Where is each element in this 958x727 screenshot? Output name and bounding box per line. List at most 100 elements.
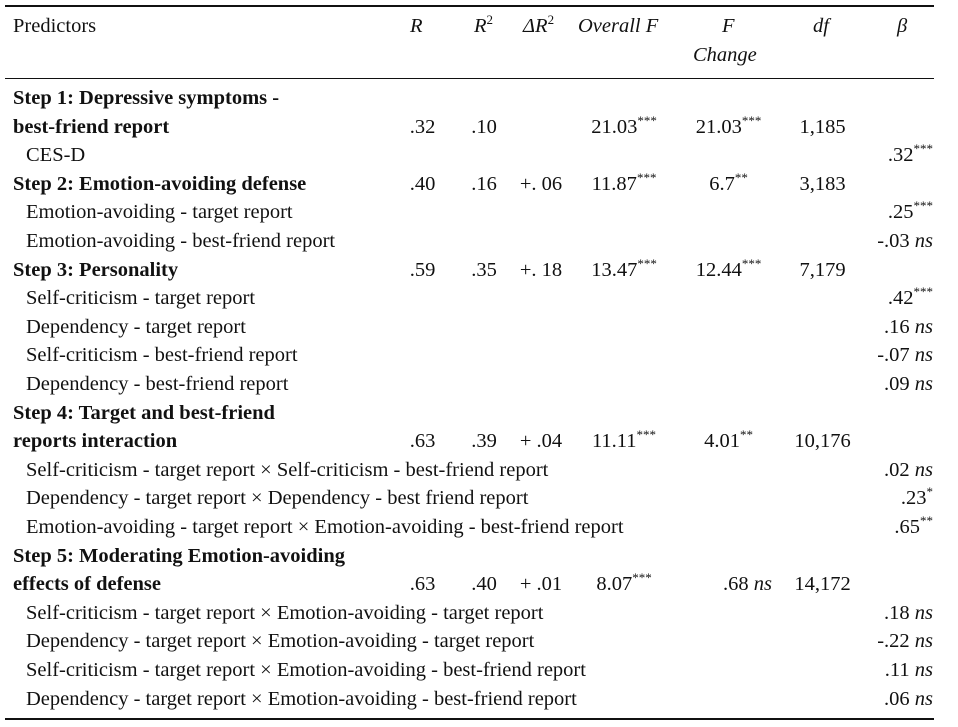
header-rule	[5, 78, 934, 79]
cell-beta: .11 ns	[860, 660, 933, 681]
cell-beta-value: .06	[884, 688, 910, 710]
step-label: Step 5: Moderating Emotion-avoiding	[13, 545, 345, 567]
cell-fc-value: 12.44	[695, 259, 742, 281]
step-label: best-friend report	[13, 116, 170, 138]
header-f-change-line2: Change	[693, 44, 757, 66]
cell-beta-value: -.07	[877, 344, 910, 366]
ns-marker: ns	[914, 630, 933, 652]
significance-marker: **	[734, 170, 748, 185]
significance-marker: ***	[636, 427, 657, 442]
significance-marker: ***	[637, 256, 657, 271]
cell-r2: .40	[466, 574, 502, 595]
cell-r: .63	[405, 431, 440, 452]
significance-marker: **	[739, 427, 753, 442]
ns-marker: ns	[914, 316, 933, 338]
cell-df-value: 10,176	[794, 430, 851, 452]
cell-df: 14,172	[783, 574, 862, 595]
cell-r2-value: .35	[471, 259, 497, 281]
cell-df-value: 1,185	[799, 116, 846, 138]
cell-fc: .68 ns	[685, 574, 772, 595]
predictor-label: Dependency - best-friend report	[26, 373, 289, 395]
significance-marker: ***	[913, 141, 934, 156]
predictor-label: Dependency - target report × Emotion-avo…	[26, 630, 535, 652]
significance-marker: ***	[637, 113, 657, 128]
step-label: Step 1: Depressive symptoms -	[13, 87, 280, 109]
cell-beta: .25***	[860, 199, 933, 223]
cell-df: 3,183	[783, 174, 862, 195]
step-label: Step 3: Personality	[13, 259, 179, 281]
cell-delta: +. 06	[512, 174, 570, 195]
cell-beta: .02 ns	[860, 460, 933, 481]
predictor-label: Dependency - target report × Dependency …	[26, 487, 529, 509]
cell-df-value: 7,179	[799, 259, 846, 281]
step-label: reports interaction	[13, 430, 178, 452]
cell-delta: +. 18	[512, 260, 570, 281]
predictor-label: Self-criticism - target report × Self-cr…	[26, 459, 549, 481]
cell-beta-value: .16	[884, 316, 910, 338]
header-f-change-line1: F	[722, 15, 735, 37]
significance-marker: ***	[632, 570, 652, 585]
cell-r-value: .63	[409, 430, 436, 452]
cell-delta-value: +. 18	[519, 259, 563, 281]
step-label: effects of defense	[13, 573, 161, 595]
cell-fc-value: 21.03	[695, 116, 742, 138]
header-beta: β	[897, 15, 908, 37]
cell-beta-value: .18	[884, 602, 910, 624]
predictor-label: Emotion-avoiding - target report × Emoti…	[26, 516, 624, 538]
cell-r: .40	[405, 174, 440, 195]
cell-beta-value: .42	[887, 287, 914, 309]
cell-df-value: 14,172	[794, 573, 851, 595]
header-r: R	[410, 15, 423, 37]
cell-r: .59	[405, 260, 440, 281]
ns-marker: ns	[914, 659, 933, 681]
cell-delta: + .01	[512, 574, 570, 595]
ns-marker: ns	[914, 344, 933, 366]
cell-df: 10,176	[783, 431, 862, 452]
cell-r2-value: .39	[471, 430, 497, 452]
cell-f-value: 8.07	[596, 573, 633, 595]
cell-beta-value: .09	[884, 373, 910, 395]
step-label: Step 4: Target and best-friend	[13, 402, 275, 424]
predictor-label: Emotion-avoiding - best-friend report	[26, 230, 336, 252]
significance-marker: ***	[636, 170, 657, 185]
cell-beta: .18 ns	[860, 603, 933, 624]
significance-marker: ***	[913, 198, 934, 213]
significance-marker: *	[926, 484, 934, 499]
cell-r: .32	[405, 117, 440, 138]
cell-beta-value: .25	[887, 201, 914, 223]
cell-fc: 21.03***	[685, 114, 772, 138]
cell-beta: .65**	[860, 514, 933, 538]
cell-f-value: 13.47	[591, 259, 638, 281]
cell-beta-value: -.03	[877, 230, 910, 252]
cell-r2-value: .16	[471, 173, 497, 195]
cell-delta-value: + .04	[519, 430, 563, 452]
predictor-label: Self-criticism - best-friend report	[26, 344, 298, 366]
cell-beta: .09 ns	[860, 374, 933, 395]
significance-marker: ***	[741, 113, 762, 128]
header-overall-f: Overall F	[578, 15, 659, 37]
cell-beta: -.07 ns	[860, 345, 933, 366]
ns-marker: ns	[914, 373, 933, 395]
cell-beta-value: .65	[894, 516, 920, 538]
cell-beta: -.03 ns	[860, 231, 933, 252]
cell-r2-value: .10	[471, 116, 497, 138]
cell-r-value: .59	[409, 259, 436, 281]
predictor-label: Self-criticism - target report	[26, 287, 256, 309]
cell-delta-value: + .01	[519, 573, 563, 595]
significance-marker: ***	[741, 256, 762, 271]
ns-marker: ns	[914, 459, 933, 481]
significance-marker: ***	[913, 284, 934, 299]
cell-f-value: 11.87	[591, 173, 637, 195]
ns-marker: ns	[914, 688, 933, 710]
significance-marker: **	[920, 513, 933, 528]
cell-beta: .23*	[860, 485, 933, 509]
cell-fc-value: 4.01	[704, 430, 740, 452]
predictor-label: Self-criticism - target report × Emotion…	[26, 659, 586, 681]
cell-fc: 4.01**	[685, 428, 772, 452]
cell-r2: .35	[466, 260, 502, 281]
predictor-label: Dependency - target report	[26, 316, 246, 338]
cell-df: 1,185	[783, 117, 862, 138]
cell-beta: .06 ns	[860, 689, 933, 710]
cell-r: .63	[405, 574, 440, 595]
cell-df-value: 3,183	[799, 173, 846, 195]
